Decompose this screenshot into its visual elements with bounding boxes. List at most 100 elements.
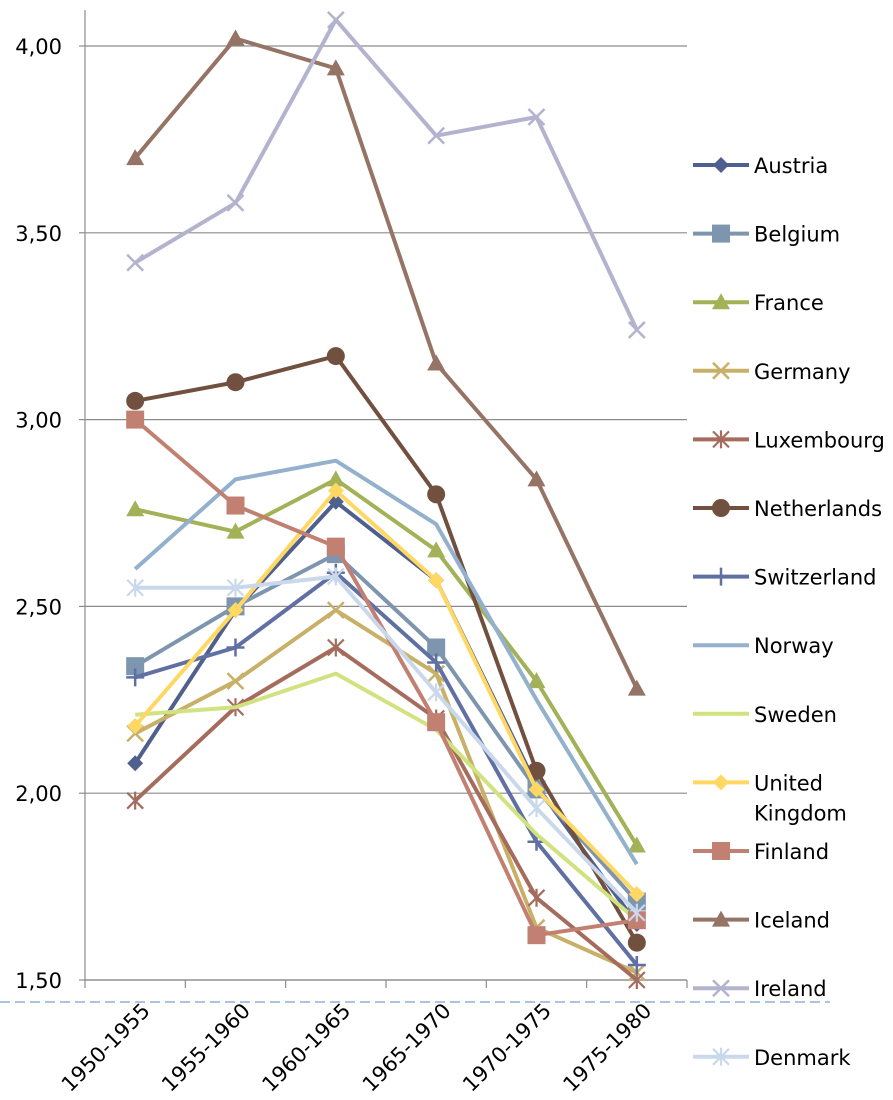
data-point-marker [226, 373, 245, 392]
data-point-marker [527, 108, 546, 126]
data-point-marker [226, 496, 245, 515]
legend-entry: Norway [693, 634, 834, 658]
data-point-marker [327, 567, 345, 586]
legend-label: France [754, 291, 824, 315]
legend: Austria Belgium France Germany Luxembourg Net… [693, 154, 885, 1070]
data-point-marker [326, 59, 345, 76]
y-tick-label: 3,50 [15, 222, 62, 246]
data-point-marker [226, 29, 245, 46]
data-point-marker [326, 470, 345, 487]
data-point-marker [227, 602, 244, 619]
data-point-marker [126, 657, 145, 676]
series-netherlands [126, 347, 646, 952]
legend-entry: United Kingdom [693, 771, 847, 825]
data-point-marker [326, 10, 345, 29]
legend-entry: Austria [693, 154, 828, 178]
legend-label: Luxembourg [754, 428, 885, 452]
legend-label: Sweden [754, 703, 837, 727]
data-point-marker [712, 1047, 730, 1066]
data-point-marker [527, 926, 546, 945]
x-tick-label: 1965-1970 [358, 999, 456, 1097]
data-point-marker [427, 126, 446, 145]
series-line [133, 499, 639, 926]
legend-entry: Luxembourg [693, 428, 885, 452]
data-point-marker [427, 653, 446, 672]
data-point-marker [327, 482, 344, 499]
data-point-marker [226, 578, 245, 597]
data-point-marker [428, 572, 445, 589]
legend-entry: Switzerland [693, 566, 877, 590]
series-austria [127, 493, 645, 932]
series-lines [126, 10, 646, 989]
series-line [134, 477, 639, 847]
data-point-marker [527, 888, 546, 907]
x-tick-label: 1950-1955 [57, 999, 155, 1097]
x-tick-label: 1960-1965 [257, 999, 355, 1097]
data-point-marker [427, 638, 446, 657]
data-point-marker [527, 470, 546, 487]
data-point-marker [427, 713, 446, 732]
data-point-marker [126, 578, 144, 597]
data-point-marker [427, 485, 446, 504]
series-denmark [126, 567, 646, 922]
series-line [135, 671, 639, 922]
series-line [134, 354, 639, 944]
series-line [134, 17, 639, 331]
data-point-marker [713, 157, 729, 173]
series-line [134, 608, 638, 975]
legend-entry: Finland [693, 840, 829, 864]
data-point-marker [127, 717, 144, 734]
series-ireland [126, 10, 646, 339]
legend-entry: Iceland [693, 909, 830, 933]
legend-entry: Netherlands [693, 497, 882, 521]
data-point-marker [427, 683, 445, 702]
y-tick-label: 2,00 [15, 782, 62, 806]
data-point-marker [126, 253, 145, 272]
legend-label: Norway [754, 634, 834, 658]
series-line [133, 458, 639, 866]
series-line [135, 574, 639, 915]
data-point-marker [126, 791, 144, 810]
series-france [126, 470, 646, 853]
data-point-marker [527, 799, 546, 818]
data-point-marker [712, 910, 730, 927]
legend-label: Netherlands [754, 497, 882, 521]
legend-label: Switzerland [754, 566, 877, 590]
data-point-marker [528, 781, 545, 798]
series-switzerland [126, 563, 646, 975]
series-iceland [126, 29, 646, 696]
series-line [133, 36, 639, 690]
data-point-marker [628, 886, 645, 903]
data-point-marker [527, 672, 546, 689]
data-point-marker [226, 522, 245, 539]
series-sweden [135, 671, 639, 922]
series-norway [133, 458, 639, 866]
x-tick-label: 1955-1960 [157, 999, 255, 1097]
data-point-marker [712, 499, 730, 517]
data-point-marker [126, 500, 145, 517]
data-point-marker [427, 354, 446, 371]
x-tick-label: 1975-1980 [558, 999, 656, 1097]
legend-label: Finland [754, 840, 829, 864]
data-point-marker [326, 537, 345, 556]
legend-label: Ireland [754, 977, 827, 1001]
legend-entry: Belgium [693, 223, 840, 247]
data-point-marker [126, 391, 145, 410]
data-point-marker [627, 836, 646, 853]
y-tick-label: 3,00 [15, 409, 62, 433]
data-point-marker [427, 541, 446, 558]
data-point-marker [527, 761, 546, 780]
series-united-kingdom [127, 482, 645, 903]
data-point-marker [127, 755, 144, 772]
series-line [133, 488, 639, 896]
data-point-marker [627, 933, 646, 952]
data-point-marker [326, 601, 345, 620]
legend-entry: Sweden [693, 703, 837, 727]
y-tick-label: 4,00 [15, 35, 62, 59]
data-point-marker [712, 293, 730, 310]
legend-entry: Germany [693, 360, 851, 384]
x-tick-label: 1970-1975 [458, 999, 556, 1097]
data-point-marker [627, 679, 646, 696]
data-point-marker [326, 347, 345, 366]
